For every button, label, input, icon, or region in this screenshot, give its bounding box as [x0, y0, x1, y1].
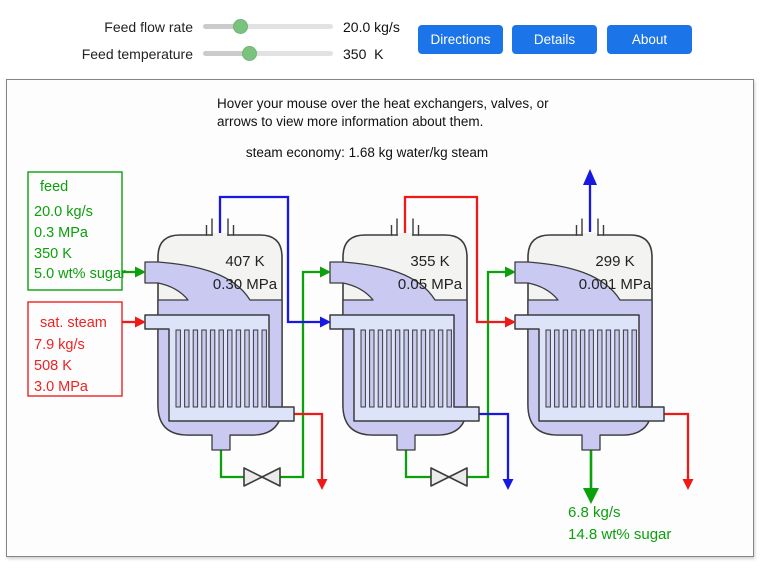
feed-flow-rate-value: 20.0 kg/s: [343, 19, 400, 35]
feed-info-box: feed 20.0 kg/s 0.3 MPa 350 K 5.0 wt% sug…: [27, 171, 126, 291]
steam-arrowhead[interactable]: [135, 316, 146, 328]
feed-box-title: feed: [40, 179, 68, 195]
evap2-pressure: 0.05 MPa: [398, 276, 463, 293]
feed-pressure-text: 0.3 MPa: [34, 225, 89, 241]
feed-temperature-label: Feed temperature: [81, 46, 193, 62]
condensate-arrow-3[interactable]: [664, 412, 690, 480]
condensate1-arrowhead[interactable]: [316, 479, 328, 490]
steam-box-border: [27, 301, 123, 397]
product-flow-text: 6.8 kg/s: [568, 504, 621, 521]
steam-box-title: sat. steam: [40, 315, 107, 331]
feed-flow-rate-slider-track[interactable]: [203, 24, 333, 29]
condensate-arrow-1[interactable]: [294, 412, 324, 480]
steam-economy-text: steam economy: 1.68 kg water/kg steam: [246, 145, 488, 160]
liquor2-arrowhead[interactable]: [505, 266, 516, 278]
feed-flow-text: 20.0 kg/s: [34, 204, 93, 220]
evap1-pressure: 0.30 MPa: [213, 276, 278, 293]
evaporator-1: 407 K 0.30 MPa: [144, 217, 295, 451]
evaporator-2: 355 K 0.05 MPa: [329, 217, 480, 451]
condensate2-arrowhead[interactable]: [502, 479, 514, 490]
instructions-line1: Hover your mouse over the heat exchanger…: [217, 96, 549, 111]
product-concentration-text: 14.8 wt% sugar: [568, 526, 671, 543]
evap3-temperature: 299 K: [595, 253, 634, 270]
condensate-arrow-2[interactable]: [479, 412, 510, 480]
evap3-pressure: 0.001 MPa: [579, 276, 652, 293]
valve-2[interactable]: [430, 467, 468, 487]
feed-temperature-text: 350 K: [34, 246, 72, 262]
valve-1[interactable]: [243, 467, 281, 487]
feed-arrowhead[interactable]: [135, 266, 146, 278]
vapor3-arrowhead[interactable]: [583, 169, 597, 185]
vapor-pipe-1-to-2[interactable]: [218, 195, 320, 324]
evap2-temperature: 355 K: [410, 253, 449, 270]
directions-button[interactable]: Directions: [418, 25, 503, 54]
steam-flow-text: 7.9 kg/s: [34, 337, 85, 353]
feed-flow-rate-label: Feed flow rate: [104, 19, 193, 35]
vapor2-arrowhead[interactable]: [505, 316, 516, 328]
liquor1-arrowhead[interactable]: [320, 266, 331, 278]
evaporator-3: 299 K 0.001 MPa: [514, 217, 665, 451]
feed-concentration-text: 5.0 wt% sugar: [34, 266, 126, 282]
product-arrowhead[interactable]: [583, 488, 599, 504]
vapor1-arrowhead[interactable]: [320, 316, 331, 328]
feed-temperature-slider-thumb[interactable]: [242, 46, 257, 61]
condensate3-arrowhead[interactable]: [682, 479, 694, 490]
steam-pressure-text: 3.0 MPa: [34, 379, 89, 395]
evap1-temperature: 407 K: [225, 253, 264, 270]
instructions-line2: arrows to view more information about th…: [217, 114, 483, 129]
feed-flow-rate-slider-thumb[interactable]: [233, 19, 248, 34]
about-button[interactable]: About: [607, 25, 692, 54]
feed-temperature-value: 350 K: [343, 46, 384, 62]
feed-temperature-slider-track[interactable]: [203, 51, 333, 56]
feed-box-border: [27, 171, 123, 291]
liquor-pipe-2-to-3[interactable]: [404, 270, 505, 479]
details-button[interactable]: Details: [512, 25, 597, 54]
vapor-pipe-2-to-3[interactable]: [403, 195, 505, 324]
steam-info-box: sat. steam 7.9 kg/s 508 K 3.0 MPa: [27, 301, 123, 397]
liquor-pipe-1-to-2[interactable]: [219, 270, 320, 479]
steam-temperature-text: 508 K: [34, 358, 72, 374]
